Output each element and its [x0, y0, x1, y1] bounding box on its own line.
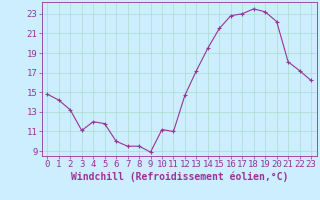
X-axis label: Windchill (Refroidissement éolien,°C): Windchill (Refroidissement éolien,°C) [70, 172, 288, 182]
